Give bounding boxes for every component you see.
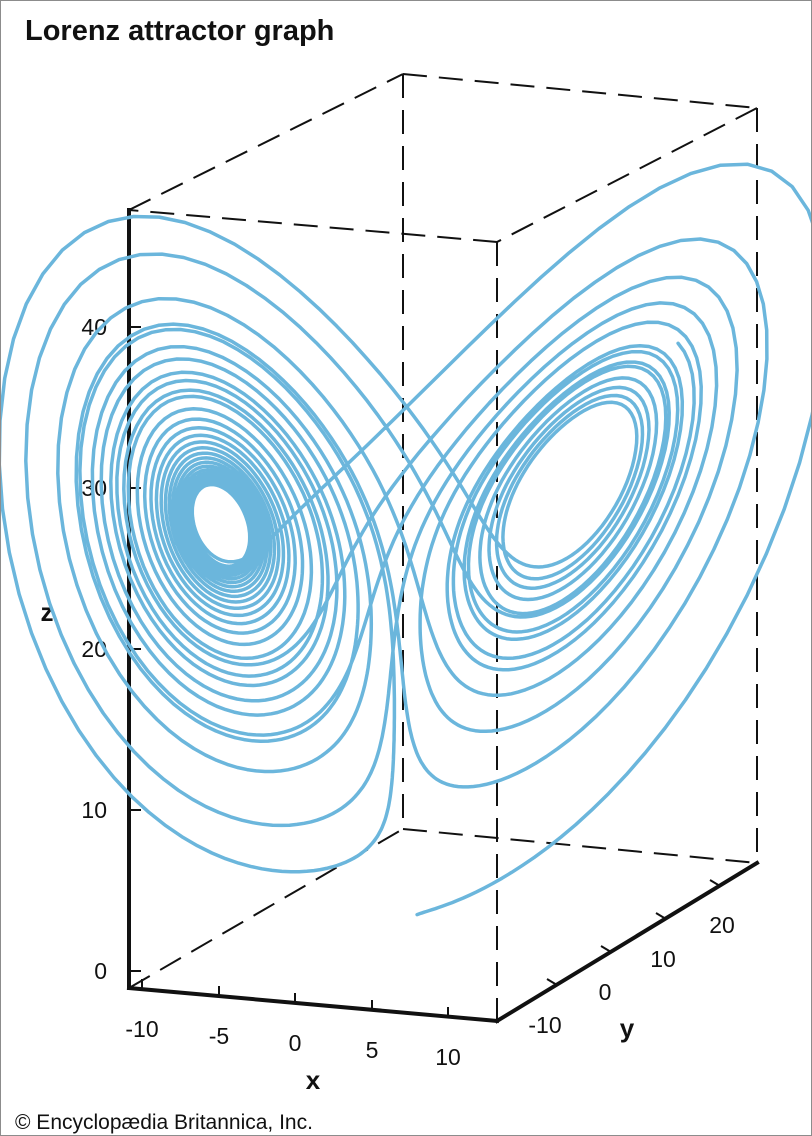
z-tick-label: 0 — [94, 958, 107, 984]
y-tick-mark — [600, 945, 612, 953]
box-edge — [128, 209, 498, 243]
x-ticks: -10 -5 0 5 10 x — [125, 979, 461, 1095]
chart-title: Lorenz attractor graph — [25, 15, 334, 47]
lorenz-trajectory-line — [1, 162, 811, 917]
box-edge — [402, 828, 758, 864]
y-tick-label: 20 — [709, 912, 735, 938]
y-tick-mark — [655, 912, 667, 920]
bounding-box — [126, 73, 760, 1024]
y-tick-label: 0 — [599, 979, 612, 1005]
x-tick-label: 5 — [366, 1037, 379, 1063]
x-tick-label: -10 — [125, 1016, 158, 1042]
box-edge — [496, 107, 758, 243]
y-tick-label: 10 — [650, 946, 676, 972]
x-tick-label: -5 — [209, 1023, 229, 1049]
y-tick-label: -10 — [528, 1012, 561, 1038]
y-axis-line — [494, 860, 760, 1024]
trajectory-group — [1, 162, 811, 917]
y-ticks: -10 0 10 20 y — [528, 879, 735, 1043]
y-tick-mark — [709, 879, 721, 887]
y-tick-mark — [546, 978, 558, 986]
x-axis-line — [126, 985, 500, 1024]
x-axis-label: x — [306, 1065, 321, 1095]
copyright-credit: © Encyclopædia Britannica, Inc. — [15, 1111, 313, 1134]
x-tick-label: 0 — [289, 1030, 302, 1056]
box-edge — [402, 73, 758, 109]
z-tick-label: 10 — [81, 797, 107, 823]
y-axis-label: y — [620, 1013, 635, 1043]
box-edge — [128, 73, 404, 211]
x-tick-label: 10 — [435, 1044, 461, 1070]
